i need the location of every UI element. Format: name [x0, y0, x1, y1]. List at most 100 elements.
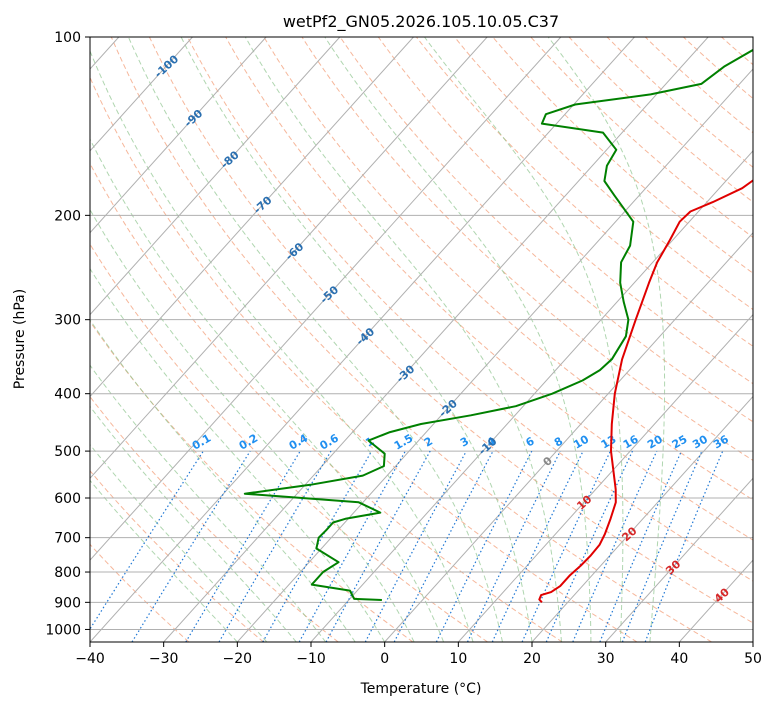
x-tick-label: 40: [670, 651, 688, 667]
moist-adiabat: [90, 318, 356, 642]
isotherm: [236, 68, 753, 642]
mixing-ratio-label: 0.4: [287, 431, 311, 452]
mixing-ratio-label: 13: [599, 433, 619, 452]
background-lines: [90, 37, 753, 642]
dry-adiabat: [90, 243, 488, 642]
dry-adiabat: [90, 395, 339, 642]
x-tick-label: 10: [449, 651, 467, 667]
y-tick-label: 900: [54, 595, 81, 611]
moist-adiabat: [90, 405, 297, 642]
x-tick-label: 20: [523, 651, 541, 667]
moist-adiabat: [180, 37, 533, 642]
x-tick-label: 50: [744, 651, 762, 667]
y-tick-label: 1000: [45, 622, 81, 638]
plot-frame: [89, 36, 754, 643]
x-axis: −40 −30 −20 −10 0 10 20 30 40 50: [75, 642, 762, 667]
y-axis: 100 200 300 400 500 600 700 800 900 1000: [45, 30, 90, 638]
moist-adiabat: [324, 37, 592, 642]
mixing-ratio-line: [599, 450, 682, 642]
isotherm: [605, 477, 753, 642]
mixing-ratio-label: 2: [422, 435, 435, 450]
dry-adiabat: [90, 470, 264, 642]
mixing-ratio-label: 3: [458, 435, 471, 450]
mixing-ratio-label: 6: [523, 434, 536, 449]
mixing-ratio-label: 10: [571, 432, 591, 451]
dry-adiabat: [90, 76, 638, 642]
moist-adiabat: [90, 267, 386, 642]
chart-title: wetPf2_GN05.2026.105.10.05.C37: [283, 12, 559, 32]
dewpoint-profile: [243, 48, 753, 601]
isotherm: [310, 150, 753, 642]
moist-adiabat: [547, 37, 666, 642]
mixing-ratio-line: [131, 450, 251, 642]
y-axis-label: Pressure (hPa): [12, 289, 28, 389]
isotherm: [90, 37, 341, 316]
y-tick-label: 800: [54, 565, 81, 581]
dry-adiabat: [263, 37, 753, 501]
mixing-ratio-line: [298, 450, 406, 642]
dry-adiabat: [492, 37, 753, 274]
isotherm: [678, 559, 753, 642]
moist-adiabat: [90, 208, 415, 642]
dry-adiabat: [90, 162, 563, 642]
temperature-profile: [538, 179, 753, 603]
y-tick-label: 200: [54, 208, 81, 224]
mixing-ratio-label: 0.2: [237, 432, 260, 453]
dry-adiabat: [568, 37, 753, 203]
moist-adiabat: [90, 443, 268, 642]
isotherm: [90, 37, 562, 561]
mixing-ratio-line: [644, 450, 724, 642]
x-tick-label: −20: [223, 651, 253, 667]
mixing-ratio-line: [621, 450, 703, 642]
dry-adiabat: [377, 37, 753, 385]
moist-adiabat: [90, 49, 474, 642]
mixing-ratio-line: [545, 450, 634, 642]
mixing-ratio-label: 25: [670, 433, 690, 452]
dry-adiabat: [225, 37, 753, 541]
x-tick-label: −30: [149, 651, 179, 667]
y-tick-label: 100: [54, 30, 81, 46]
dry-adiabat: [454, 37, 753, 311]
reference-line-labels: 0.1 0.2 0.4 0.6 1 1.5 2 3 4 6 8 10 13 16 20 25 30 36-100-…: [152, 52, 732, 605]
sounding-profiles: [243, 48, 753, 603]
dry-adiabat: [90, 320, 414, 642]
isotherm: [90, 37, 414, 398]
isotherm: [384, 231, 753, 642]
y-tick-label: 600: [54, 491, 81, 507]
dry-adiabat: [606, 37, 753, 168]
y-tick-label: 500: [54, 444, 81, 460]
y-tick-label: 400: [54, 387, 81, 403]
moist-adiabat: [244, 37, 562, 642]
y-tick-label: 300: [54, 313, 81, 329]
mixing-ratio-line: [185, 450, 301, 642]
x-tick-label: 0: [380, 651, 389, 667]
mixing-ratio-label: 16: [621, 432, 641, 451]
isotherm: [531, 395, 753, 642]
moist-adiabat: [90, 138, 445, 642]
isotherm-label: -100: [152, 52, 181, 80]
isotherm: [90, 37, 488, 480]
moist-adiabat: [90, 364, 327, 642]
x-tick-label: 30: [597, 651, 615, 667]
mixing-ratio-line: [325, 450, 431, 642]
dry-adiabat: [90, 543, 190, 642]
dry-adiabat: [683, 37, 753, 100]
dry-adiabat: [644, 37, 753, 134]
isotherm: [90, 37, 267, 234]
mixing-ratio-line: [218, 450, 332, 642]
x-tick-label: −40: [75, 651, 105, 667]
isotherm: [752, 641, 753, 642]
mixing-ratio-label: 8: [552, 435, 565, 450]
mixing-ratio-line: [364, 450, 467, 642]
mixing-ratio-line: [90, 450, 204, 631]
mixing-ratio-line: [521, 450, 611, 642]
dry-adiabat: [148, 37, 753, 624]
dry-adiabat: [301, 37, 753, 462]
dry-adiabat: [110, 37, 712, 642]
mixing-ratio-line: [262, 450, 373, 642]
dry-adiabat: [721, 37, 753, 66]
moist-adiabat: [90, 479, 238, 642]
isotherm: [90, 37, 635, 642]
y-tick-label: 700: [54, 531, 81, 547]
